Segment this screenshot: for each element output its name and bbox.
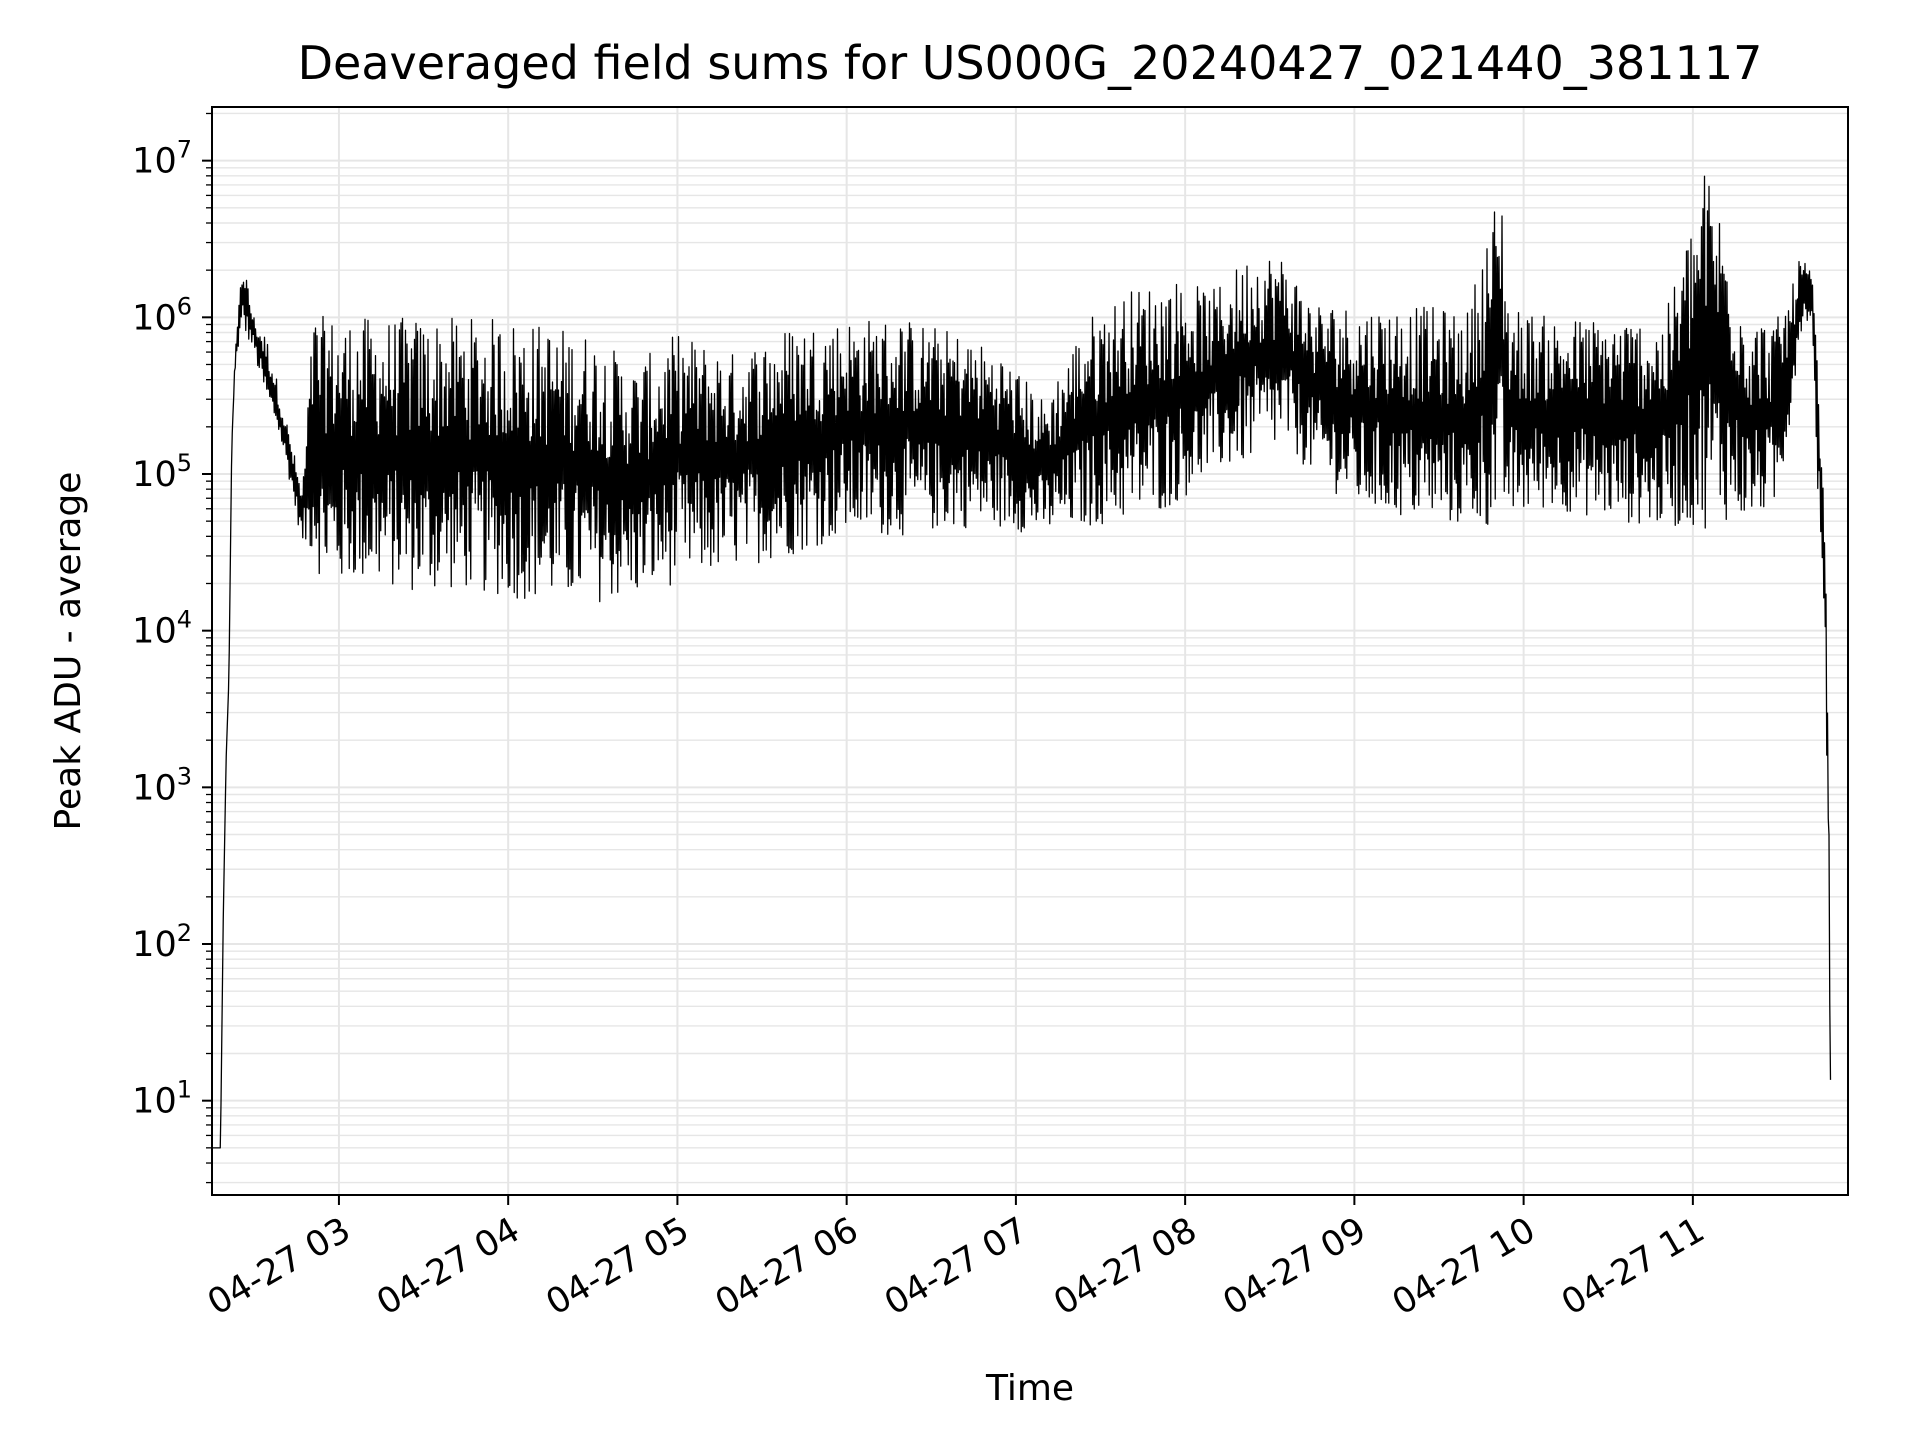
plot-frame xyxy=(211,106,1849,1196)
x-tick-label: 04-27 04 xyxy=(370,1210,526,1323)
x-tick-label: 04-27 10 xyxy=(1386,1210,1542,1323)
x-tick-label: 04-27 11 xyxy=(1555,1210,1711,1323)
y-tick-label: 101 xyxy=(132,1076,192,1122)
y-tick-label: 106 xyxy=(132,292,192,338)
y-tick-label: 102 xyxy=(132,919,192,965)
x-tick-label: 04-27 03 xyxy=(201,1210,357,1323)
y-tick-label: 104 xyxy=(132,606,192,652)
y-tick-label: 105 xyxy=(132,449,192,495)
x-tick-label: 04-27 05 xyxy=(540,1210,696,1323)
x-axis: 04-27 03 04-27 04 04-27 05 04-27 06 04-27 07… xyxy=(201,1195,1711,1323)
x-tick-label: 04-27 06 xyxy=(709,1210,865,1323)
series-line xyxy=(212,175,1832,1149)
x-tick-label: 04-27 07 xyxy=(878,1210,1034,1323)
y-tick-label: 103 xyxy=(132,762,192,808)
y-tick-label: 107 xyxy=(132,136,192,182)
x-axis-label: Time xyxy=(985,1368,1074,1409)
chart-title: Deaveraged field sums for US000G_2024042… xyxy=(298,36,1763,90)
x-tick-label: 04-27 08 xyxy=(1047,1210,1203,1323)
plot-area xyxy=(212,175,1832,1149)
y-axis-label: Peak ADU - average xyxy=(48,472,89,831)
grid xyxy=(212,107,1848,1195)
x-tick-label: 04-27 09 xyxy=(1217,1210,1373,1323)
y-axis: 101 102 103 104 105 106 107 xyxy=(132,112,212,1184)
